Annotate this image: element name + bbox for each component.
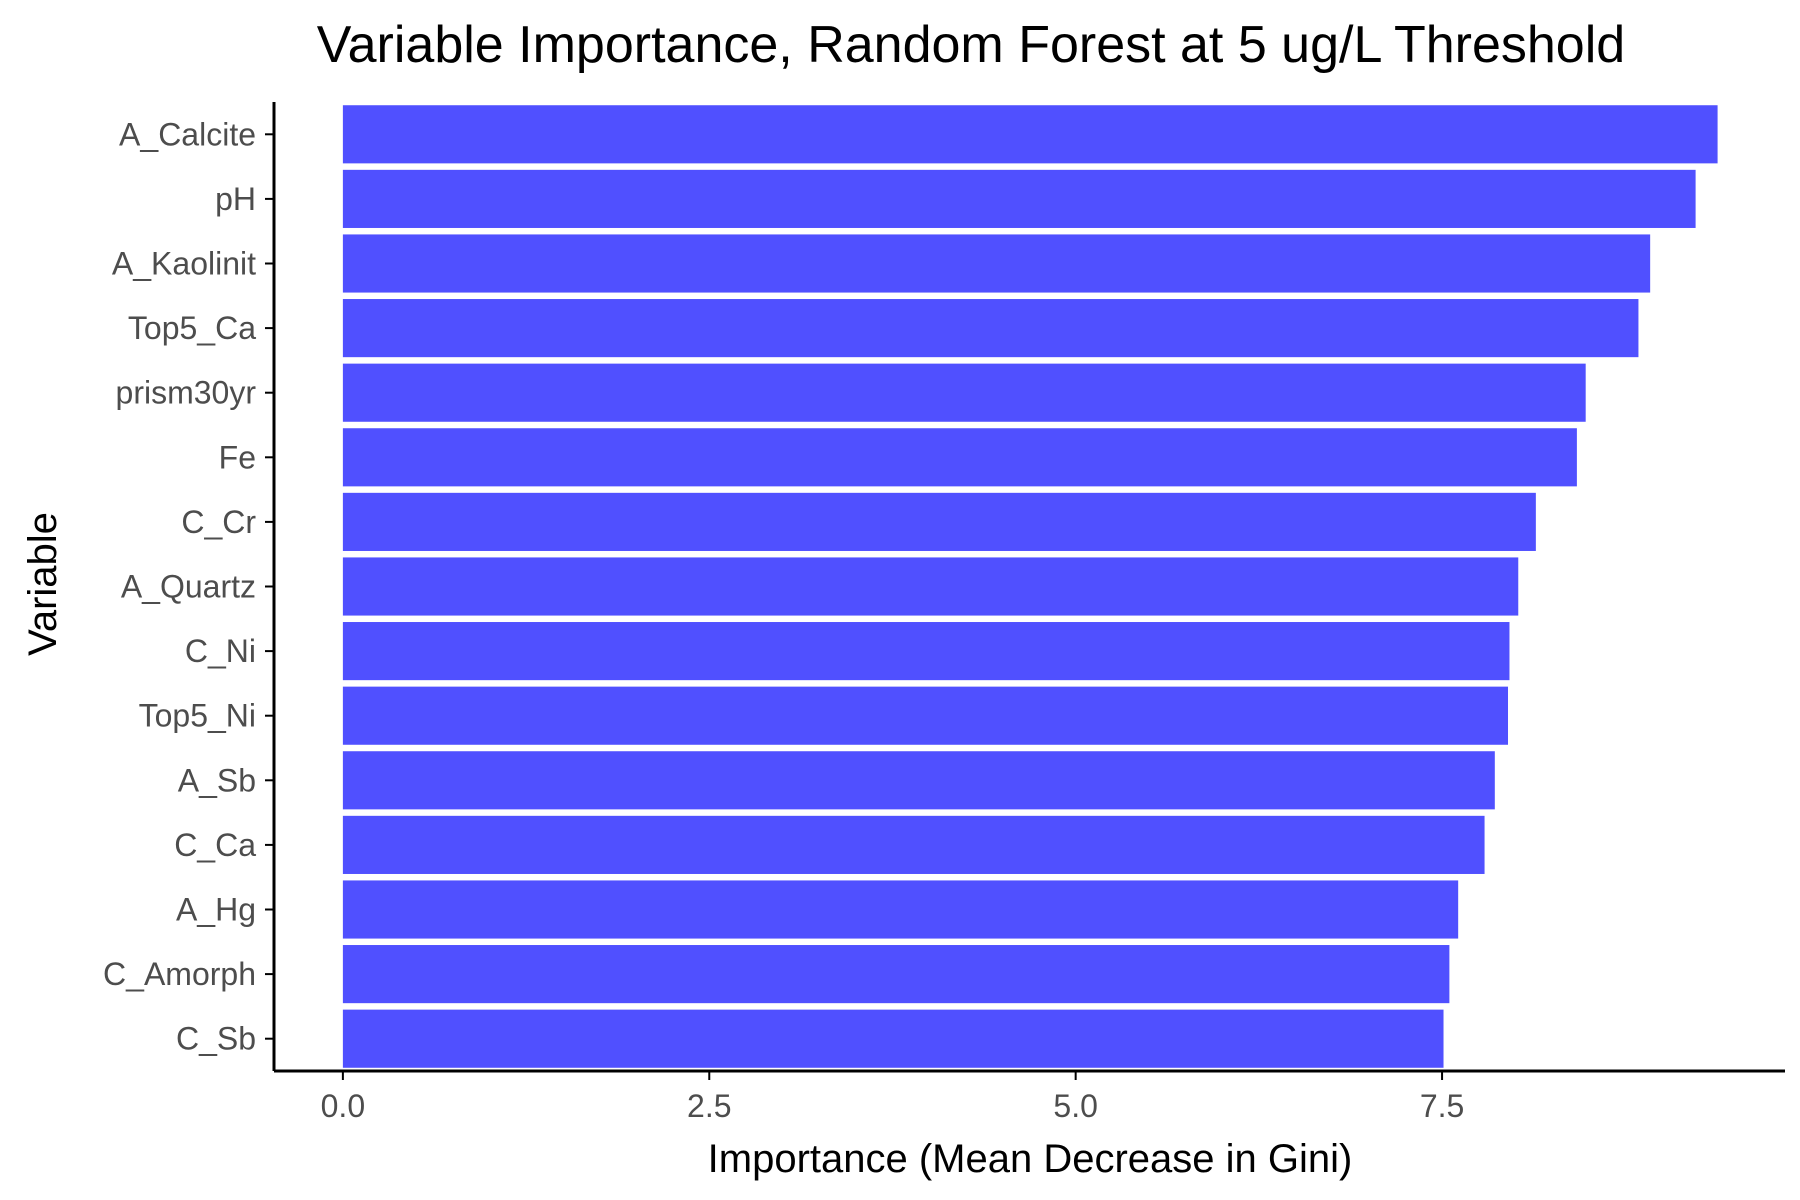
- chart-title: Variable Importance, Random Forest at 5 …: [317, 16, 1625, 74]
- x-tick-label: 5.0: [1053, 1088, 1097, 1124]
- bar-c-sb: [342, 1009, 1444, 1068]
- x-tick-label: 7.5: [1420, 1088, 1464, 1124]
- y-tick-label: A_Hg: [176, 892, 256, 928]
- x-tick-label: 2.5: [687, 1088, 731, 1124]
- y-axis-title: Variable: [21, 512, 65, 656]
- y-tick-label: A_Kaolinit: [112, 246, 256, 282]
- y-tick-label: C_Ni: [185, 633, 256, 669]
- y-tick-label: Fe: [219, 439, 256, 475]
- y-tick-label: C_Ca: [174, 827, 256, 863]
- y-tick-label: A_Calcite: [119, 116, 256, 152]
- bar-top5-ni: [342, 686, 1509, 745]
- bar-ph: [342, 169, 1696, 228]
- bar-fe: [342, 428, 1577, 487]
- y-tick-label: A_Quartz: [121, 569, 256, 605]
- x-tick-label: 0.0: [321, 1088, 365, 1124]
- bars-layer: [342, 105, 1718, 1068]
- x-axis: 0.0 2.5 5.0 7.5: [274, 1069, 1785, 1124]
- y-tick-label: prism30yr: [116, 375, 257, 411]
- bar-c-ni: [342, 622, 1510, 681]
- bar-a-sb: [342, 751, 1495, 810]
- y-tick-label: C_Amorph: [103, 956, 256, 992]
- bar-top5-ca: [342, 299, 1639, 358]
- bar-a-hg: [342, 880, 1459, 939]
- bar-a-kaolinit: [342, 234, 1651, 293]
- y-tick-label: pH: [215, 181, 256, 217]
- y-axis: A_Calcite pH A_Kaolinit Top5_Ca prism30yr Fe C…: [103, 102, 276, 1071]
- y-tick-label: Top5_Ni: [139, 698, 256, 734]
- bar-c-cr: [342, 492, 1536, 551]
- bar-a-calcite: [342, 105, 1718, 164]
- bar-prism30yr: [342, 363, 1586, 422]
- y-tick-label: A_Sb: [178, 762, 256, 798]
- y-tick-label: C_Sb: [176, 1021, 256, 1057]
- y-tick-label: C_Cr: [181, 504, 256, 540]
- bar-a-quartz: [342, 557, 1519, 616]
- bar-c-ca: [342, 815, 1485, 874]
- x-axis-title: Importance (Mean Decrease in Gini): [708, 1137, 1353, 1181]
- bar-c-amorph: [342, 945, 1450, 1004]
- y-tick-label: Top5_Ca: [128, 310, 256, 346]
